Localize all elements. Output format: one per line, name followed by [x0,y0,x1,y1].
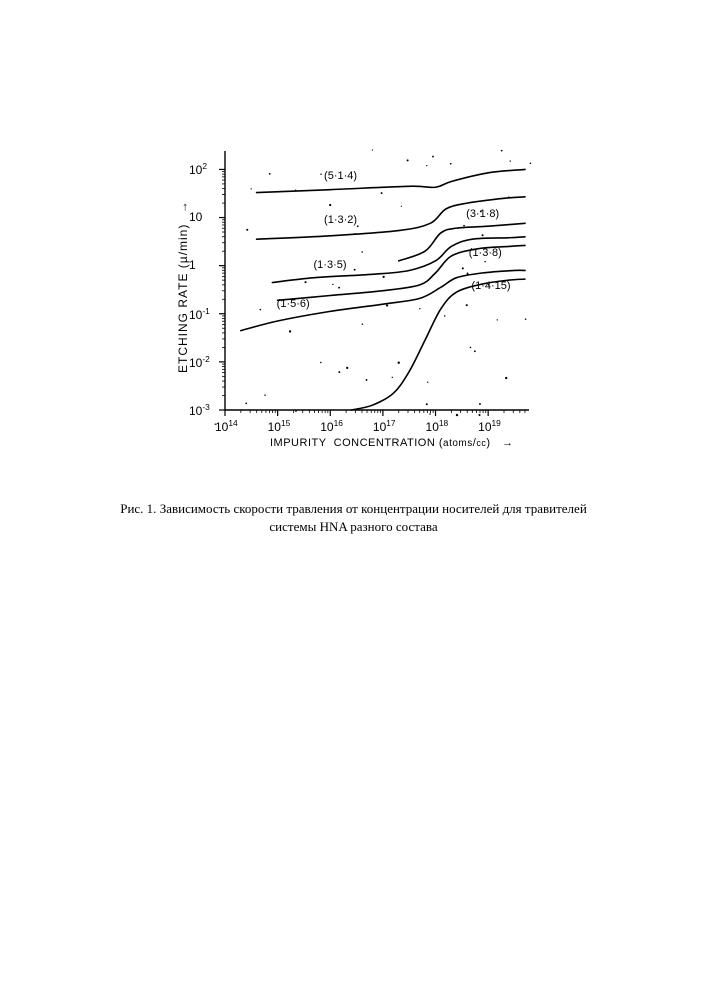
x-tick-17: 1017 [373,418,396,434]
caption-line1: Зависимость скорости травления от концен… [160,501,587,516]
y-tick--2: 10-2 [189,354,210,370]
series-label: (1·3·2) [324,214,357,226]
chart-svg [170,145,540,455]
x-tick-15: 1015 [268,418,291,434]
y-axis-label: ETCHING RATE (µ/min) → [176,200,190,373]
x-axis-arrow-icon: → [502,437,514,449]
y-tick-0: 1 [189,258,196,272]
y-axis-label-text: ETCHING RATE (µ/min) [176,224,190,373]
y-axis-arrow-icon: → [176,200,190,213]
y-tick-1: 10 [189,210,202,224]
y-tick--3: 10-3 [189,402,210,418]
x-axis-label: IMPURITY CONCENTRATION (atoms/cc) → [270,437,514,449]
series-label: (1·3·5) [314,259,347,271]
etching-rate-chart: ETCHING RATE (µ/min) → IMPURITY CONCENTR… [170,145,540,455]
x-tick-19: 1019 [478,418,501,434]
caption-prefix: Рис. 1. [120,501,159,516]
series-label: (5·1·4) [324,170,357,182]
x-tick-14: 1014 [215,418,238,434]
caption-line2: системы HNA разного состава [269,519,437,534]
series-label: (1·4·15) [471,280,510,292]
series-label: (1·3·8) [469,247,502,259]
x-axis-label-text: IMPURITY CONCENTRATION (atoms/cc) [270,437,490,449]
x-tick-18: 1018 [426,418,449,434]
x-tick-16: 1016 [320,418,343,434]
series-label: (1·5·6) [277,298,310,310]
y-tick--1: 10-1 [189,306,210,322]
figure-caption: Рис. 1. Зависимость скорости травления о… [60,500,647,535]
y-tick-2: 102 [189,161,207,177]
series-label: (3·1·8) [466,208,499,220]
page: ETCHING RATE (µ/min) → IMPURITY CONCENTR… [0,0,707,1000]
